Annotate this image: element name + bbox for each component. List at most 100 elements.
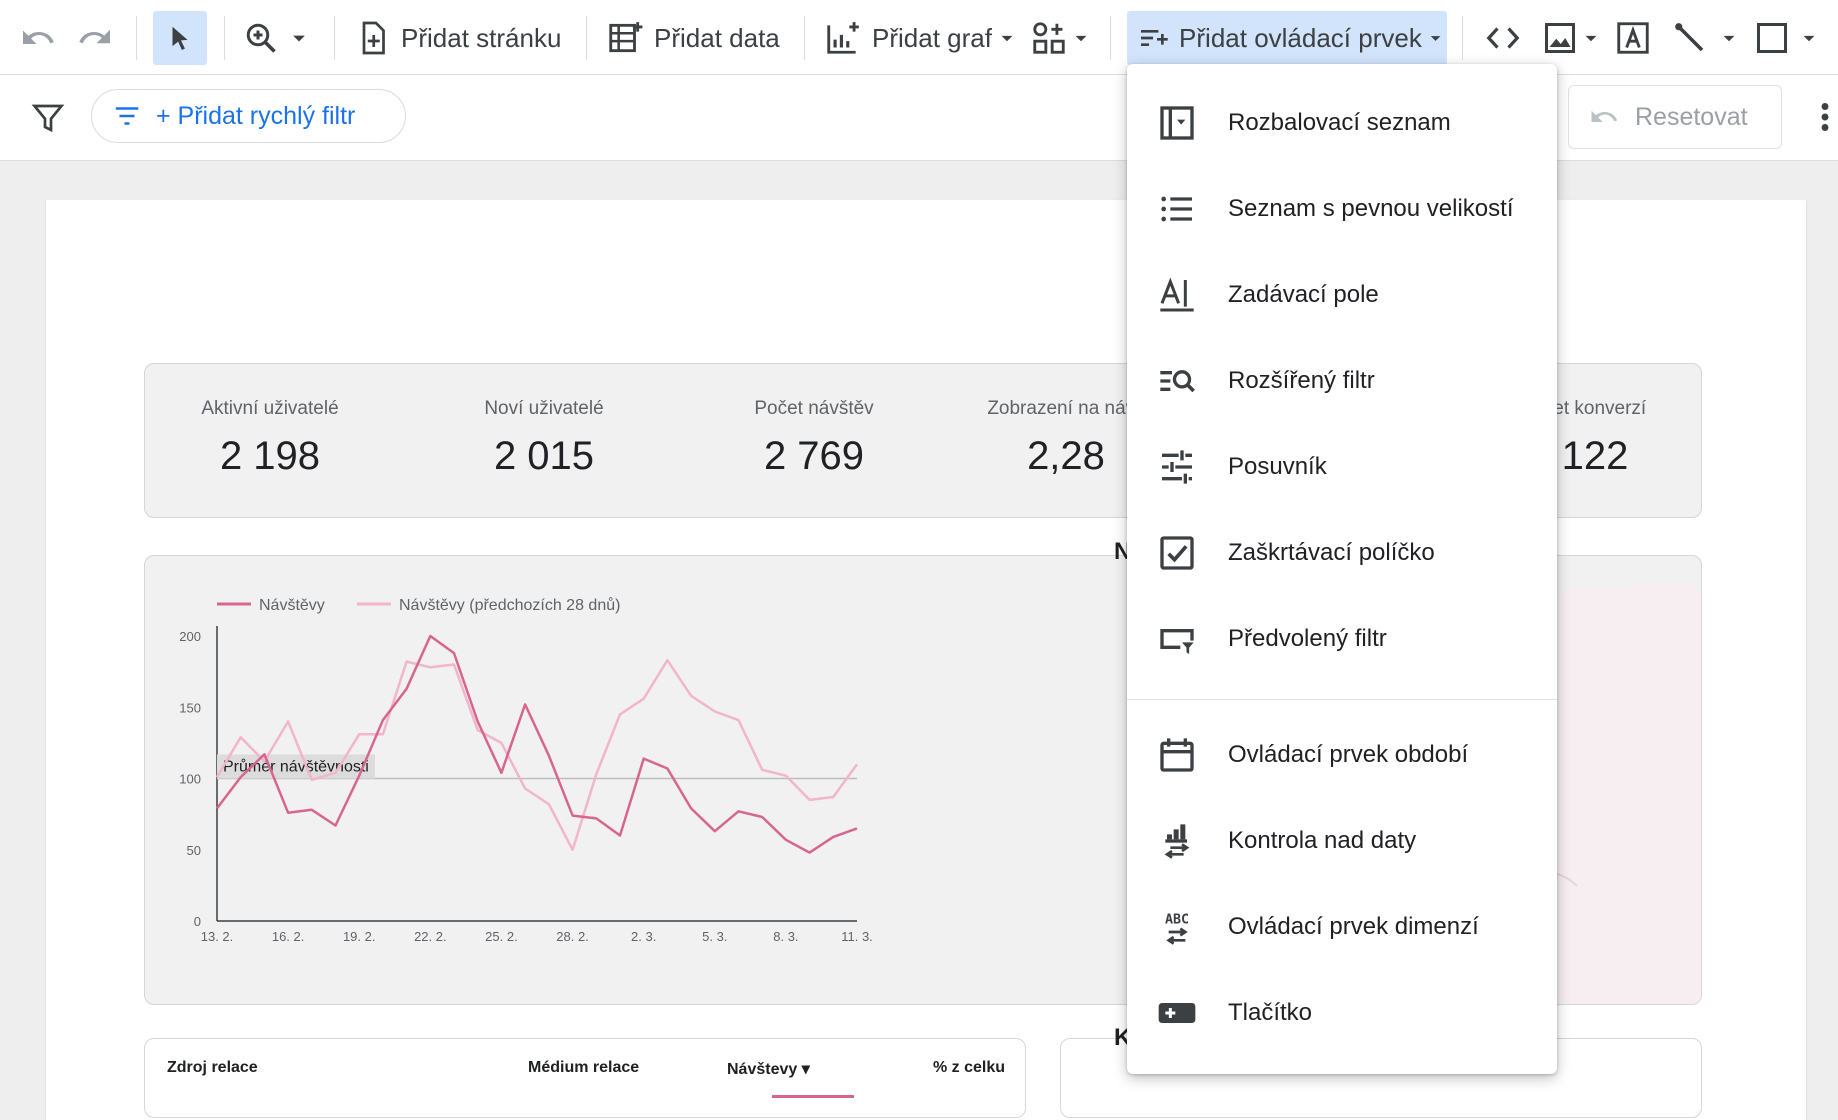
add-control-button[interactable]: Přidat ovládací prvek — [1127, 11, 1447, 65]
menu-item-label: Zadávací pole — [1228, 281, 1379, 308]
checkbox-icon — [1160, 536, 1194, 570]
funnel-icon — [31, 104, 65, 133]
menu-item-label: Kontrola nad daty — [1228, 827, 1417, 854]
kpi-new-users: Noví uživatelé 2 015 — [449, 398, 639, 479]
calendar-icon — [1160, 738, 1194, 772]
menu-item-checkbox[interactable]: Zaškrtávací políčko — [1127, 510, 1557, 596]
toolbar-separator — [1110, 16, 1111, 60]
legend-label-previous: Návštěvy (předchozích 28 dnů) — [399, 596, 620, 614]
series-line-sessions — [216, 634, 858, 854]
add-image-button[interactable] — [1542, 11, 1604, 65]
filter-toggle-button[interactable] — [30, 100, 66, 136]
add-data-button[interactable]: Přidat data — [606, 11, 780, 65]
column-header[interactable]: % z celku — [933, 1059, 1006, 1076]
kpi-active-users: Aktivní uživatelé 2 198 — [175, 398, 365, 479]
add-component-icon — [1033, 22, 1065, 54]
select-tool-button[interactable] — [153, 11, 207, 65]
add-data-label: Přidat data — [654, 22, 780, 53]
menu-item-data-control[interactable]: Kontrola nad daty — [1127, 798, 1557, 884]
zoom-button[interactable] — [243, 11, 313, 65]
toolbar-separator — [586, 16, 587, 60]
menu-item-label: Ovládací prvek dimenzí — [1228, 913, 1479, 940]
slider-icon — [1162, 450, 1192, 484]
chart-series — [215, 634, 859, 854]
caret-down-icon — [293, 35, 305, 42]
menu-item-advanced-filter[interactable]: Rozšířený filtr — [1127, 338, 1557, 424]
time-series-chart[interactable]: Návštěvy Návštěvy (předchozích 28 dnů) 0… — [144, 555, 1146, 1005]
undo-button[interactable] — [20, 11, 56, 65]
y-tick-label: 0 — [194, 914, 201, 929]
x-tick-label: 28. 2. — [556, 929, 589, 944]
kpi-label: Noví uživatelé — [484, 398, 604, 419]
kpi-conversions: čet konverzí 122 — [1505, 398, 1685, 479]
menu-item-label: Tlačítko — [1228, 999, 1313, 1026]
x-tick-label: 5. 3. — [702, 929, 727, 944]
menu-item-preset-filter[interactable]: Předvolený filtr — [1127, 596, 1557, 682]
menu-item-fixed-list[interactable]: Seznam s pevnou velikostí — [1127, 166, 1557, 252]
y-tick-label: 200 — [179, 629, 201, 644]
menu-item-label: Zaškrtávací políčko — [1228, 539, 1435, 566]
add-page-icon — [362, 21, 385, 55]
add-quick-filter-button[interactable]: + Přidat rychlý filtr — [91, 89, 406, 143]
kpi-label: Zobrazení na návš — [987, 398, 1145, 419]
menu-item-input-box[interactable]: Zadávací pole — [1127, 252, 1557, 338]
data-control-icon — [1164, 824, 1190, 859]
text-box-icon — [1617, 22, 1649, 54]
kpi-value: 122 — [1561, 434, 1629, 478]
more-options-button[interactable] — [1818, 99, 1832, 135]
advanced-filter-icon — [1160, 370, 1195, 393]
caret-down-icon — [1723, 35, 1735, 42]
redo-button[interactable] — [77, 11, 113, 65]
x-tick-label: 22. 2. — [414, 929, 447, 944]
menu-item-date-range-control[interactable]: Ovládací prvek období — [1127, 712, 1557, 798]
column-header[interactable]: Zdroj relace — [167, 1059, 258, 1076]
svg-text:ABC: ABC — [1165, 913, 1189, 928]
session-source-table[interactable]: Zdroj relace Médium relace Návštevy ▾ % … — [144, 1038, 1026, 1118]
kpi-value: 2 015 — [493, 434, 595, 478]
add-chart-button[interactable]: Přidat graf — [824, 11, 1020, 65]
kpi-label: čet konverzí — [1543, 398, 1647, 419]
dropdown-list-icon — [1160, 106, 1194, 140]
column-header[interactable]: Médium relace — [528, 1059, 640, 1076]
kpi-value: 2 198 — [219, 434, 321, 478]
x-tick-label: 11. 3. — [841, 929, 873, 944]
column-header[interactable]: Návštevy ▾ — [727, 1061, 810, 1078]
menu-item-label: Ovládací prvek období — [1228, 741, 1469, 768]
toolbar-separator — [1462, 16, 1463, 60]
add-line-button[interactable] — [1672, 11, 1742, 65]
toolbar-separator — [136, 16, 137, 60]
add-component-button[interactable] — [1030, 11, 1094, 65]
reference-label: Průměr návštěvnosti — [223, 758, 369, 776]
caret-down-icon — [1430, 36, 1441, 41]
add-quick-filter-label: + Přidat rychlý filtr — [156, 101, 356, 130]
input-box-icon — [1160, 277, 1194, 312]
preset-filter-icon — [1160, 629, 1194, 654]
menu-item-dimension-control[interactable]: ABC Ovládací prvek dimenzí — [1127, 884, 1557, 970]
add-page-button[interactable]: Přidat stránku — [355, 11, 561, 65]
kpi-views-per-session: Zobrazení na návš 2,28 — [971, 398, 1161, 479]
add-text-button[interactable] — [1614, 11, 1652, 65]
add-shape-button[interactable] — [1754, 11, 1822, 65]
zoom-in-icon — [246, 23, 276, 53]
add-control-menu: Rozbalovací seznam Seznam s pevnou velik… — [1127, 64, 1557, 1074]
add-control-icon — [1141, 29, 1168, 47]
sort-indicator-bar — [772, 1095, 854, 1098]
filter-list-icon — [115, 107, 139, 125]
undo-icon — [1591, 110, 1618, 122]
chart-legend: Návštěvy Návštěvy (předchozích 28 dnů) — [217, 596, 620, 614]
caret-down-icon — [1803, 35, 1815, 42]
embed-url-button[interactable] — [1484, 11, 1522, 65]
menu-item-slider[interactable]: Posuvník — [1127, 424, 1557, 510]
caret-down-icon — [1585, 35, 1597, 42]
dimension-control-icon: ABC — [1165, 913, 1189, 945]
kpi-value: 2 769 — [763, 434, 865, 478]
reset-button[interactable]: Resetovat — [1568, 85, 1782, 149]
more-vert-icon — [1821, 103, 1829, 131]
add-data-icon — [609, 22, 643, 53]
menu-item-label: Předvolený filtr — [1228, 625, 1387, 652]
toolbar-separator — [224, 16, 225, 60]
add-control-label: Přidat ovládací prvek — [1179, 22, 1422, 53]
menu-item-button[interactable]: Tlačítko — [1127, 970, 1557, 1056]
rectangle-icon — [1757, 23, 1787, 53]
menu-item-dropdown-list[interactable]: Rozbalovací seznam — [1127, 80, 1557, 166]
